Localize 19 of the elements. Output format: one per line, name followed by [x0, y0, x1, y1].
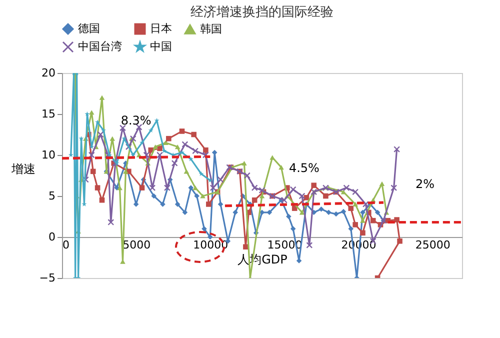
x-tick-label: 10000: [193, 238, 228, 252]
legend-label: 韩国: [200, 22, 222, 36]
y-axis-title: 增速: [10, 162, 36, 176]
y-tick-label: 10: [42, 148, 56, 162]
legend-label: 中国台湾: [78, 40, 122, 53]
x-tick-label: 0: [62, 238, 70, 252]
y-tick-label: 5: [48, 190, 56, 202]
chart-title: 经济增速换挡的国际经验: [190, 5, 334, 20]
y-tick-label: 20: [42, 66, 56, 80]
y-tick-label: 0: [48, 230, 56, 244]
y-tick-label: 15: [42, 108, 56, 120]
legend-label: 日本: [150, 22, 172, 35]
y-tick-label: −5: [39, 272, 56, 284]
annotation: 2%: [415, 177, 434, 192]
x-tick-label: 25000: [415, 238, 450, 252]
legend-label: 中国: [150, 40, 172, 53]
legend-label: 德国: [78, 22, 100, 35]
annotation: 8.3%: [120, 113, 152, 128]
annotation: 4.5%: [288, 160, 320, 175]
